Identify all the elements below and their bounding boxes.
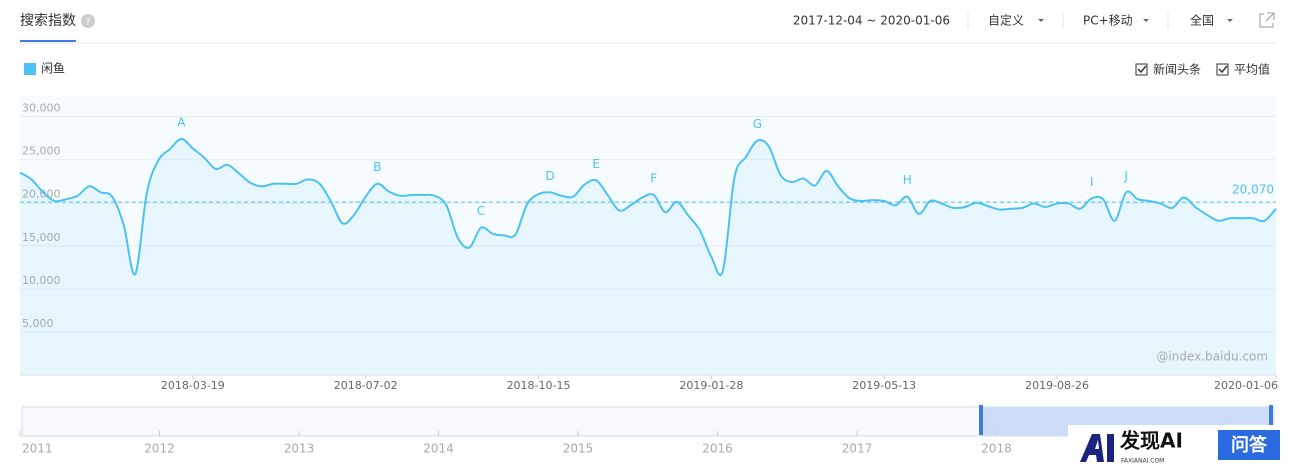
navigator-year: 2016	[702, 442, 733, 456]
y-tick-label: 25,000	[22, 145, 61, 158]
line	[19, 137, 1277, 277]
navigator-year: 2015	[563, 442, 594, 456]
help-mark: ?	[85, 17, 90, 28]
annotation: E	[592, 157, 600, 171]
annotation: D	[545, 169, 554, 183]
average-label: 20,070	[1232, 183, 1274, 197]
tab[interactable]: 搜索指数	[20, 12, 76, 29]
watermark: @index.baidu.com	[1156, 350, 1268, 364]
caret	[1143, 19, 1149, 22]
annotation: J	[1123, 169, 1128, 183]
logo-tag-bg	[1218, 430, 1280, 460]
tab-underline	[20, 40, 76, 42]
y-tick-label: 30,000	[22, 102, 61, 115]
logo-mark	[1080, 434, 1114, 462]
logo-tag: 问答	[1231, 434, 1268, 456]
x-tick-label: 2018-07-02	[334, 379, 398, 392]
plot-bg	[20, 95, 1276, 375]
check	[1218, 65, 1228, 74]
navigator-year: 2013	[284, 442, 315, 456]
news-option[interactable]: 新闻头条	[1153, 62, 1201, 77]
area	[20, 138, 1276, 375]
navigator-handle[interactable]	[979, 405, 983, 435]
region-select[interactable]: 全国	[1190, 13, 1214, 28]
x-tick-label: 2018-03-19	[161, 379, 225, 392]
share-icon[interactable]	[1259, 12, 1275, 28]
navigator-year: 2018	[981, 442, 1012, 456]
y-tick-label: 20,000	[22, 188, 61, 201]
navigator-year: 2012	[144, 442, 175, 456]
help-icon[interactable]	[81, 14, 95, 28]
y-tick-label: 10,000	[22, 274, 61, 287]
x-tick-label: 2019-01-28	[679, 379, 743, 392]
check	[1137, 65, 1147, 74]
navigator-year: 2014	[423, 442, 454, 456]
navigator-year: 2017	[842, 442, 873, 456]
legend-swatch	[24, 63, 36, 75]
logo-site: FAXIANAI.COM	[1121, 458, 1164, 465]
annotation: H	[903, 173, 912, 187]
y-tick-label: 15,000	[22, 231, 61, 244]
navigator-year: 2011	[22, 442, 53, 456]
annotation: A	[177, 115, 186, 129]
legend-label[interactable]: 闲鱼	[41, 62, 65, 76]
period-select[interactable]: 自定义	[988, 13, 1024, 28]
caret	[1038, 19, 1044, 22]
date-range[interactable]: 2017-12-04 ~ 2020-01-06	[793, 14, 950, 28]
x-tick-label: 2019-05-13	[852, 379, 916, 392]
annotation: C	[477, 204, 485, 218]
device-select[interactable]: PC+移动	[1083, 14, 1133, 28]
annotation: G	[753, 117, 762, 131]
annotation: B	[373, 160, 381, 174]
y-tick-label: 5,000	[22, 317, 54, 330]
checkbox[interactable]	[1216, 63, 1229, 76]
checkbox[interactable]	[1135, 63, 1148, 76]
annotation: I	[1090, 175, 1094, 189]
navigator-handle[interactable]	[1269, 405, 1273, 435]
caret	[1227, 19, 1233, 22]
average-option[interactable]: 平均值	[1234, 62, 1270, 77]
x-tick-label: 2018-10-15	[507, 379, 571, 392]
logo-name: 发现AI	[1119, 429, 1183, 453]
x-tick-label: 2020-01-06	[1214, 379, 1278, 392]
annotation: F	[650, 171, 657, 185]
x-tick-label: 2019-08-26	[1025, 379, 1089, 392]
